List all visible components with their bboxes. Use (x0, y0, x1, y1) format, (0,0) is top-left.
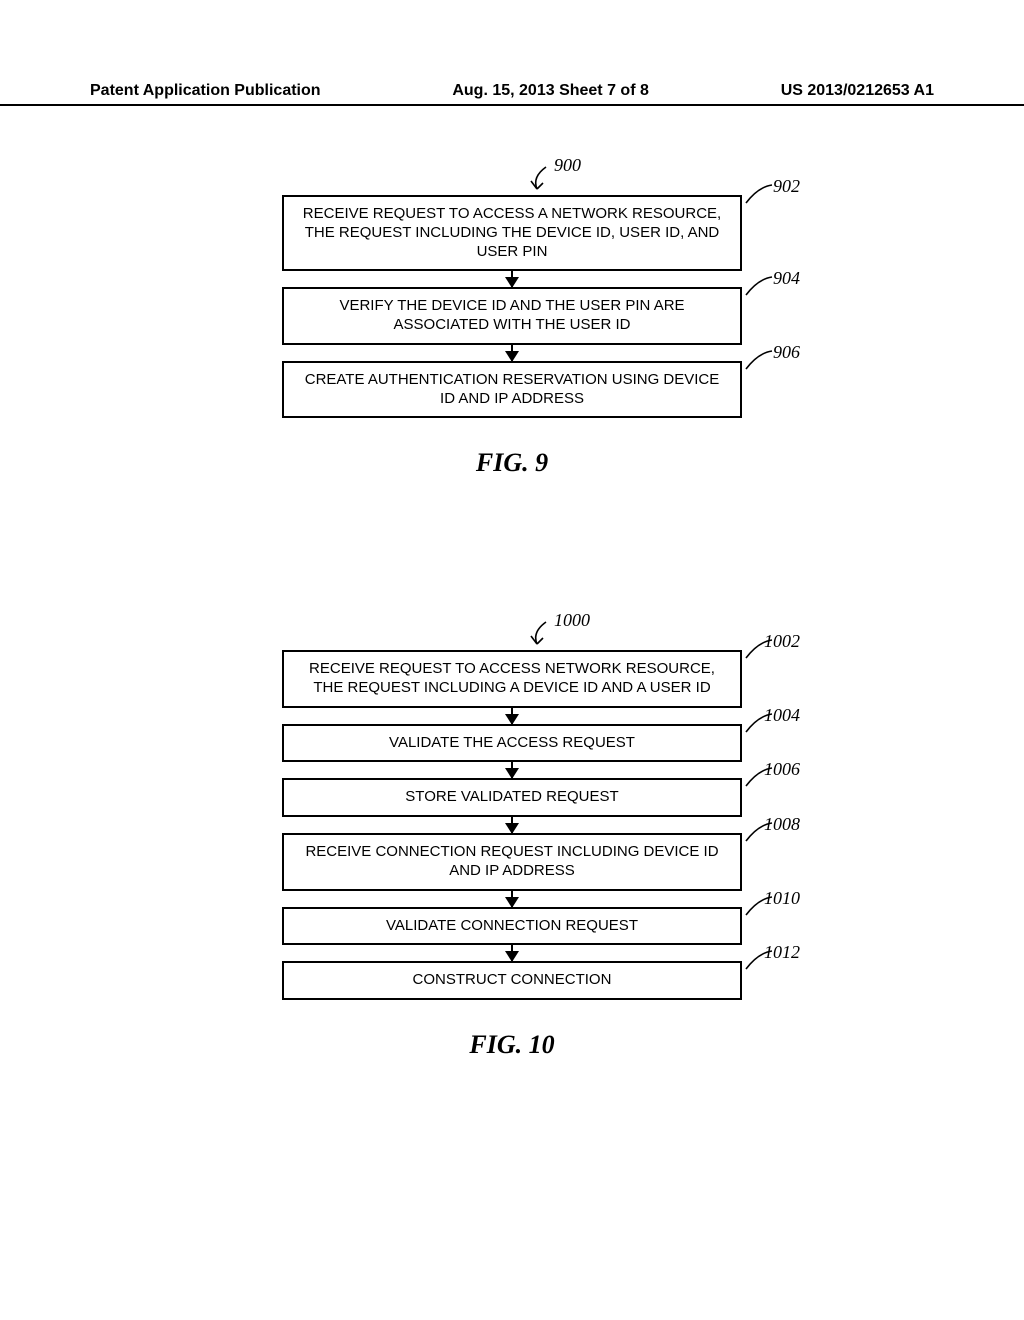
box-1002-text: RECEIVE REQUEST TO ACCESS NETWORK RESOUR… (309, 660, 715, 696)
ref-1000: 1000 (554, 610, 590, 631)
figure-10: 1000 1002 RECEIVE REQUEST TO ACCESS NETW… (232, 650, 792, 1060)
header-right: US 2013/0212653 A1 (781, 82, 934, 100)
box-906: 906 CREATE AUTHENTICATION RESERVATION US… (282, 361, 742, 419)
ref-1006: 1006 (764, 758, 800, 781)
ref-1002: 1002 (764, 630, 800, 653)
box-1012-text: CONSTRUCT CONNECTION (413, 971, 612, 988)
box-902-text: RECEIVE REQUEST TO ACCESS A NETWORK RESO… (303, 205, 721, 260)
flowchart-9: 900 902 RECEIVE REQUEST TO ACCESS A NETW… (232, 195, 792, 418)
leader-902 (744, 183, 774, 205)
box-1004: 1004 VALIDATE THE ACCESS REQUEST (282, 724, 742, 763)
arrow (511, 762, 513, 778)
ref-1008: 1008 (764, 813, 800, 836)
arrow (511, 708, 513, 724)
leader-904 (744, 275, 774, 297)
box-1010-text: VALIDATE CONNECTION REQUEST (386, 917, 638, 934)
arrow (511, 945, 513, 961)
figure-9: 900 902 RECEIVE REQUEST TO ACCESS A NETW… (232, 195, 792, 478)
leader-906 (744, 349, 774, 371)
flag-leader-900 (522, 163, 552, 191)
flag-leader-1000 (522, 618, 552, 646)
box-904-text: VERIFY THE DEVICE ID AND THE USER PIN AR… (339, 297, 684, 333)
ref-1004: 1004 (764, 704, 800, 727)
header-center: Aug. 15, 2013 Sheet 7 of 8 (452, 82, 649, 100)
ref-906: 906 (773, 341, 800, 364)
arrow (511, 345, 513, 361)
box-1008-text: RECEIVE CONNECTION REQUEST INCLUDING DEV… (305, 843, 718, 879)
arrow (511, 817, 513, 833)
arrow (511, 271, 513, 287)
flowchart-10: 1000 1002 RECEIVE REQUEST TO ACCESS NETW… (232, 650, 792, 1000)
page-header: Patent Application Publication Aug. 15, … (0, 82, 1024, 106)
box-1010: 1010 VALIDATE CONNECTION REQUEST (282, 907, 742, 946)
figure-9-caption: FIG. 9 (232, 448, 792, 478)
header-left: Patent Application Publication (90, 82, 321, 100)
ref-1010: 1010 (764, 887, 800, 910)
ref-904: 904 (773, 267, 800, 290)
box-902: 902 RECEIVE REQUEST TO ACCESS A NETWORK … (282, 195, 742, 271)
arrow (511, 891, 513, 907)
ref-902: 902 (773, 175, 800, 198)
box-906-text: CREATE AUTHENTICATION RESERVATION USING … (305, 371, 720, 407)
figure-10-caption: FIG. 10 (232, 1030, 792, 1060)
ref-1012: 1012 (764, 941, 800, 964)
box-1012: 1012 CONSTRUCT CONNECTION (282, 961, 742, 1000)
box-1008: 1008 RECEIVE CONNECTION REQUEST INCLUDIN… (282, 833, 742, 891)
box-1002: 1002 RECEIVE REQUEST TO ACCESS NETWORK R… (282, 650, 742, 708)
box-904: 904 VERIFY THE DEVICE ID AND THE USER PI… (282, 287, 742, 345)
ref-900: 900 (554, 155, 581, 176)
box-1006: 1006 STORE VALIDATED REQUEST (282, 778, 742, 817)
box-1004-text: VALIDATE THE ACCESS REQUEST (389, 734, 635, 751)
box-1006-text: STORE VALIDATED REQUEST (405, 788, 618, 805)
